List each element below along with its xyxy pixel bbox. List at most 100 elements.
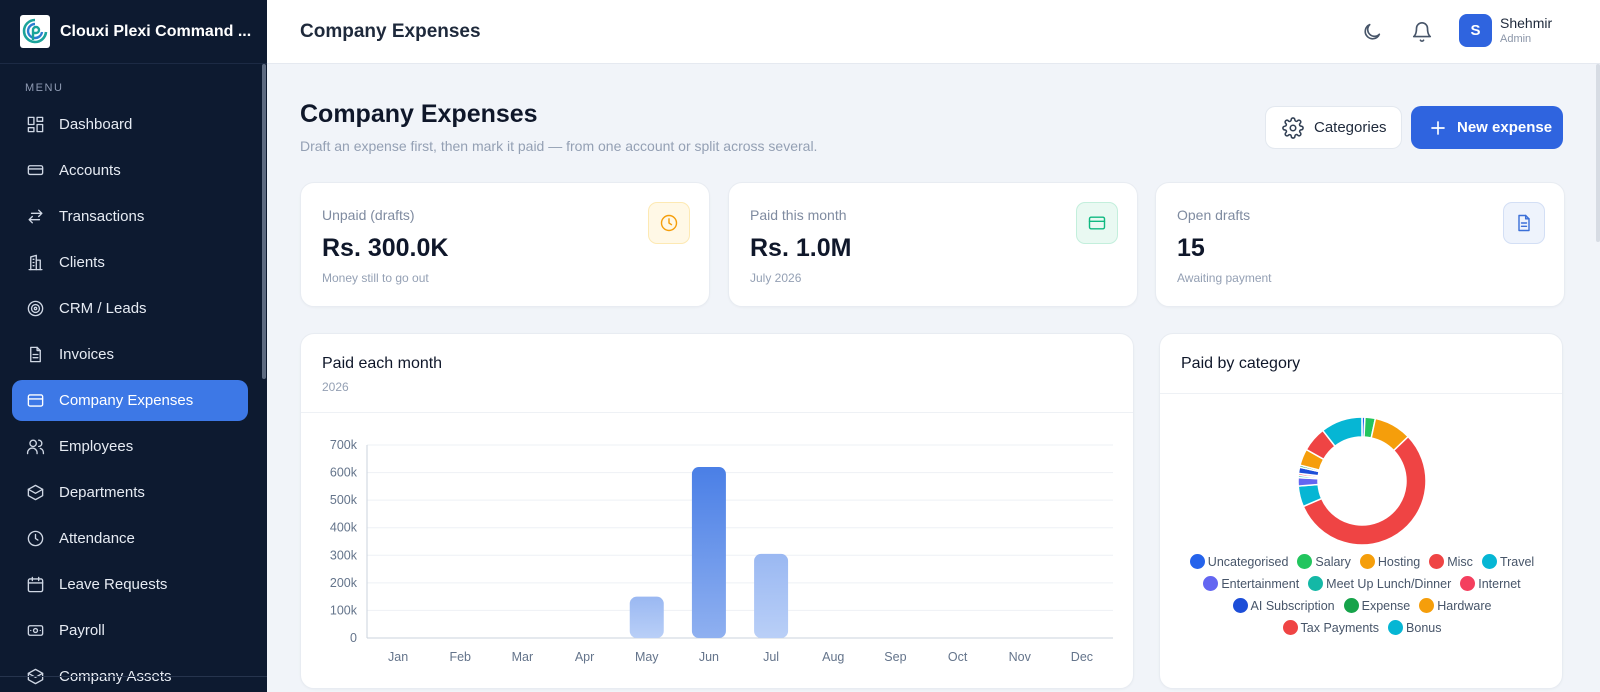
document-icon <box>26 345 45 364</box>
donut-slice-misc[interactable] <box>1302 435 1427 546</box>
stat-value: 15 <box>1177 234 1205 262</box>
sidebar-item-label: Employees <box>59 438 134 455</box>
sidebar-item-company-assets[interactable]: Company Assets <box>12 656 248 692</box>
legend-label: Hosting <box>1377 554 1421 569</box>
legend-item[interactable]: Expense <box>1343 598 1410 613</box>
sidebar-item-label: Payroll <box>59 622 105 639</box>
y-tick-label: 200k <box>330 576 358 590</box>
credit-card-icon <box>26 391 45 410</box>
legend-item[interactable]: Salary <box>1297 554 1351 569</box>
sidebar-item-transactions[interactable]: Transactions <box>12 196 248 237</box>
sidebar-item-employees[interactable]: Employees <box>12 426 248 467</box>
donut-slice-bonus[interactable] <box>1321 416 1363 448</box>
stat-note: July 2026 <box>750 271 802 285</box>
x-tick-label: Feb <box>449 650 471 664</box>
box-icon <box>26 667 45 686</box>
legend-label: Hardware <box>1437 598 1492 613</box>
x-tick-label: May <box>635 650 659 664</box>
y-tick-label: 400k <box>330 521 358 535</box>
target-icon <box>26 299 45 318</box>
legend-item[interactable]: Internet <box>1460 576 1521 591</box>
page-scrollbar[interactable] <box>1596 64 1600 242</box>
legend-label: Meet Up Lunch/Dinner <box>1326 576 1452 591</box>
sidebar-item-payroll[interactable]: Payroll <box>12 610 248 651</box>
stat-value: Rs. 1.0M <box>750 234 852 262</box>
legend-item[interactable]: Uncategorised <box>1189 554 1289 569</box>
transfer-icon <box>26 207 45 226</box>
y-tick-label: 700k <box>330 438 358 452</box>
sidebar-item-accounts[interactable]: Accounts <box>12 150 248 191</box>
sidebar-item-label: Attendance <box>59 530 135 547</box>
categories-button[interactable]: Categories <box>1265 106 1402 149</box>
sidebar-item-label: Accounts <box>59 162 121 179</box>
new-expense-button-label: New expense <box>1457 119 1553 136</box>
x-tick-label: Apr <box>575 650 594 664</box>
legend-item[interactable]: Tax Payments <box>1282 620 1379 635</box>
bell-icon[interactable] <box>1410 20 1434 44</box>
stat-value: Rs. 300.0K <box>322 234 449 262</box>
sidebar-item-label: Transactions <box>59 208 145 225</box>
plus-icon <box>1429 119 1447 137</box>
legend-label: Salary <box>1315 554 1351 569</box>
legend-label: AI Subscription <box>1250 598 1335 613</box>
banknote-icon <box>26 621 45 640</box>
x-tick-label: Nov <box>1009 650 1032 664</box>
bar-may[interactable] <box>629 596 664 638</box>
legend-label: Travel <box>1499 554 1535 569</box>
page-subtitle: Draft an expense first, then mark it pai… <box>300 138 818 154</box>
sidebar-item-dashboard[interactable]: Dashboard <box>12 104 248 145</box>
categories-button-label: Categories <box>1314 119 1387 136</box>
legend-swatch <box>1460 576 1476 591</box>
sidebar-item-label: CRM / Leads <box>59 300 147 317</box>
legend-swatch <box>1232 598 1248 613</box>
user-name[interactable]: Shehmir <box>1500 15 1553 31</box>
x-tick-label: Sep <box>884 650 906 664</box>
sidebar-item-leave-requests[interactable]: Leave Requests <box>12 564 248 605</box>
legend-item[interactable]: Hosting <box>1359 554 1421 569</box>
legend-item[interactable]: AI Subscription <box>1232 598 1335 613</box>
credit-card-icon <box>1076 202 1118 244</box>
legend-swatch <box>1388 620 1404 635</box>
moon-icon[interactable] <box>1360 20 1384 44</box>
sidebar-item-label: Leave Requests <box>59 576 168 593</box>
stat-label: Open drafts <box>1177 207 1251 223</box>
avatar[interactable]: S <box>1459 14 1492 47</box>
sidebar-nav: Dashboard Accounts Transactions Clients … <box>0 104 267 692</box>
legend-label: Misc <box>1447 554 1473 569</box>
legend-item[interactable]: Travel <box>1481 554 1535 569</box>
bar-chart-subtitle: 2026 <box>322 380 349 394</box>
legend-swatch <box>1203 576 1219 591</box>
building-icon <box>26 253 45 272</box>
stat-card: Open drafts 15 Awaiting payment <box>1155 182 1565 307</box>
new-expense-button[interactable]: New expense <box>1411 106 1563 149</box>
sidebar-divider <box>0 676 267 677</box>
bar-jun[interactable] <box>691 467 726 638</box>
sidebar-item-company-expenses[interactable]: Company Expenses <box>12 380 248 421</box>
legend-item[interactable]: Meet Up Lunch/Dinner <box>1308 576 1451 591</box>
y-tick-label: 100k <box>330 603 358 617</box>
sidebar-item-departments[interactable]: Departments <box>12 472 248 513</box>
y-tick-label: 0 <box>350 631 357 645</box>
chart-header <box>301 334 1133 413</box>
bar-chart-title: Paid each month <box>322 355 443 372</box>
sidebar-item-label: Company Expenses <box>59 392 194 409</box>
brand-logo <box>20 15 50 48</box>
legend-item[interactable]: Entertainment <box>1203 576 1299 591</box>
x-tick-label: Mar <box>512 650 534 664</box>
legend-item[interactable]: Misc <box>1429 554 1473 569</box>
legend-item[interactable]: Bonus <box>1388 620 1441 635</box>
sidebar-item-crm-leads[interactable]: CRM / Leads <box>12 288 248 329</box>
legend-swatch <box>1343 598 1359 613</box>
legend-label: Uncategorised <box>1207 554 1289 569</box>
bar-jul[interactable] <box>754 553 789 638</box>
stat-label: Paid this month <box>750 207 847 223</box>
legend-swatch <box>1189 554 1205 569</box>
sidebar-item-attendance[interactable]: Attendance <box>12 518 248 559</box>
sidebar-scrollbar[interactable] <box>262 64 266 379</box>
brand[interactable]: Clouxi Plexi Command ... <box>0 0 267 64</box>
sidebar-item-invoices[interactable]: Invoices <box>12 334 248 375</box>
y-tick-label: 500k <box>330 493 358 507</box>
sidebar-item-clients[interactable]: Clients <box>12 242 248 283</box>
x-tick-label: Oct <box>948 650 968 664</box>
legend-item[interactable]: Hardware <box>1419 598 1491 613</box>
